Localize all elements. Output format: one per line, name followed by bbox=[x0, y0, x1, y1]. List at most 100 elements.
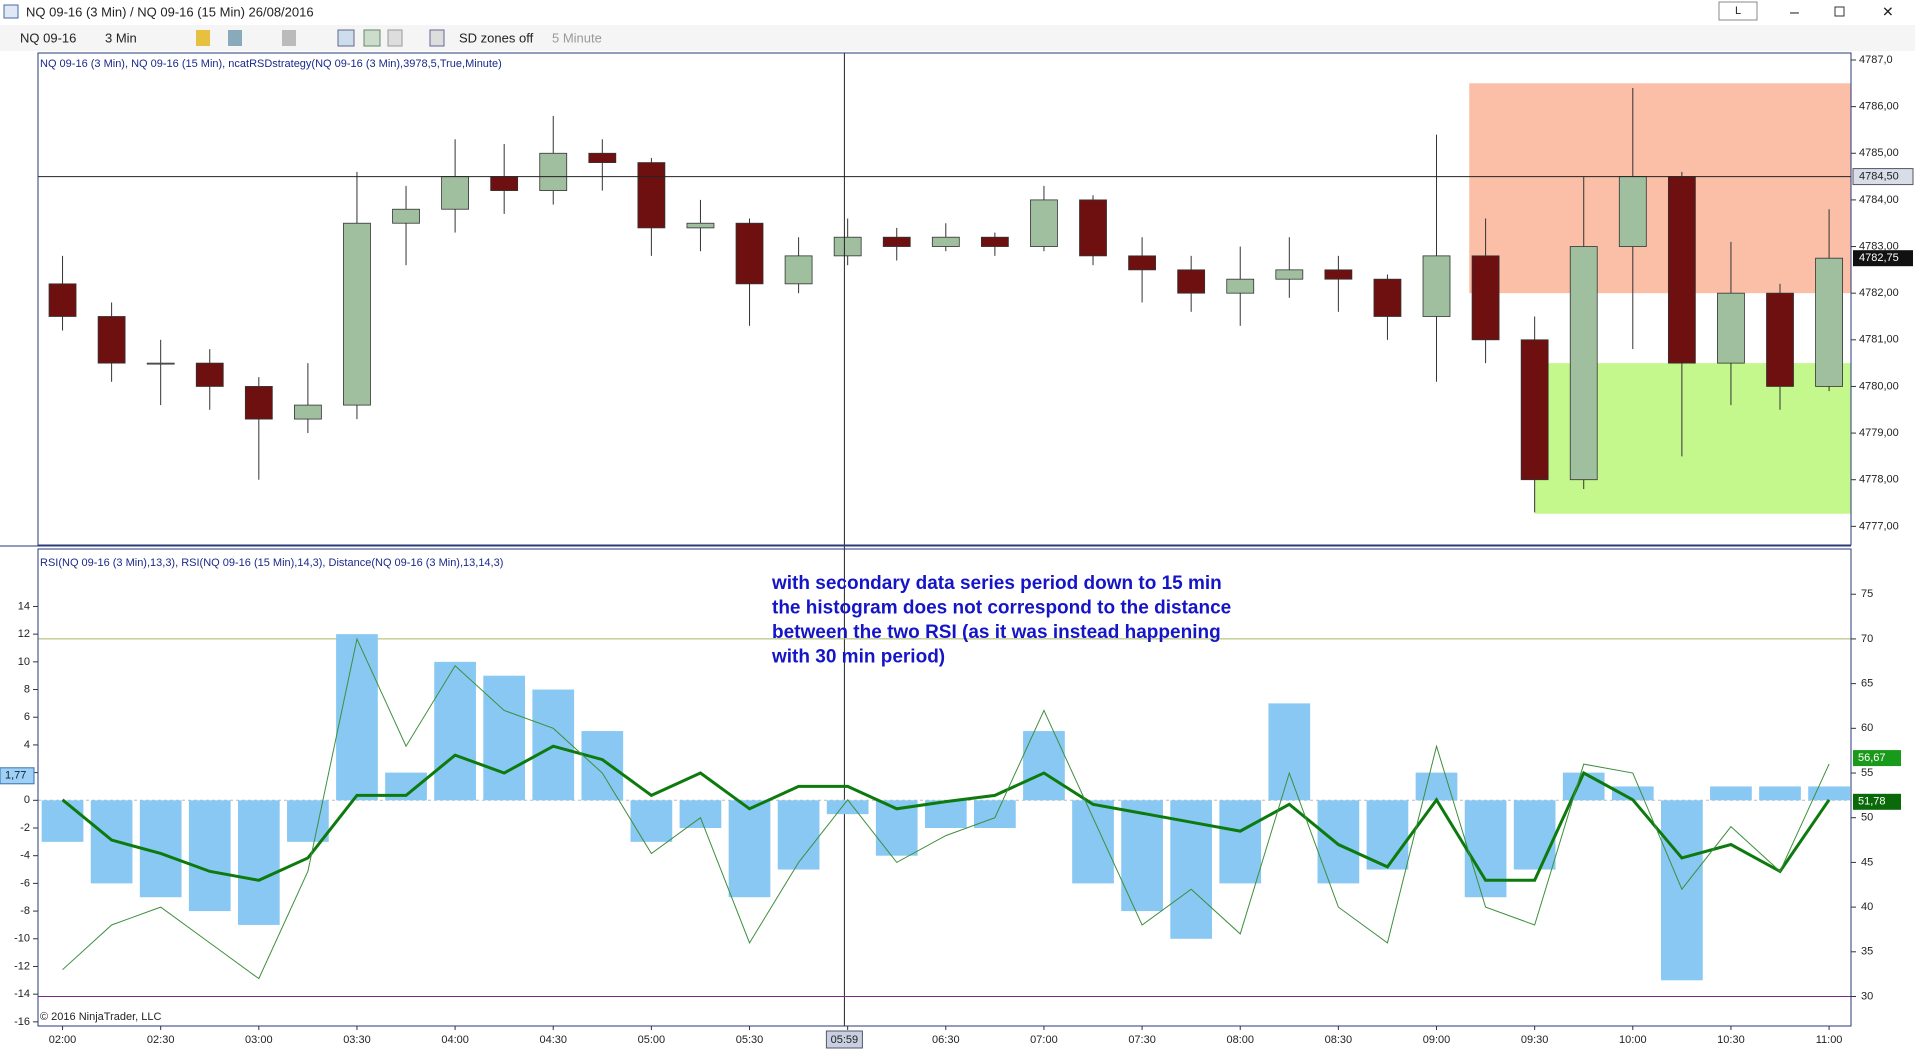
restore[interactable] bbox=[1834, 6, 1845, 17]
distance-bar bbox=[1121, 800, 1163, 912]
distance-bar bbox=[237, 800, 280, 925]
distance-bar bbox=[483, 675, 526, 801]
distance-bar bbox=[826, 800, 869, 815]
candle-body bbox=[97, 316, 126, 364]
time-tick-label: 05:30 bbox=[736, 1034, 764, 1046]
candle-body bbox=[686, 222, 715, 229]
last-price-label: 4782,75 bbox=[1859, 252, 1899, 264]
candle-body bbox=[392, 208, 420, 224]
secondary-series: 5 Minute bbox=[552, 30, 602, 45]
distance-bar bbox=[728, 800, 771, 898]
marker-tool[interactable] bbox=[228, 30, 242, 46]
distance-bar bbox=[41, 800, 84, 842]
distance-bar bbox=[1759, 786, 1801, 801]
indicator-tool[interactable] bbox=[363, 29, 381, 47]
distance-tick-label: -12 bbox=[14, 960, 30, 972]
price-tick-label: 4780,00 bbox=[1859, 380, 1899, 392]
distance-bar bbox=[1268, 703, 1311, 801]
price-tick-label: 4783,00 bbox=[1859, 240, 1899, 252]
distance-bar bbox=[90, 800, 133, 884]
link-button[interactable] bbox=[1718, 1, 1758, 21]
rsi-tick-label: 75 bbox=[1861, 588, 1873, 600]
candle-body bbox=[735, 222, 764, 285]
distance-bar bbox=[581, 731, 624, 801]
title-bar bbox=[0, 0, 1915, 24]
distance-tick-label: -14 bbox=[14, 988, 30, 1000]
time-tick-label: 03:30 bbox=[343, 1034, 371, 1046]
price-tick-label: 4786,00 bbox=[1859, 101, 1899, 113]
draw-tool[interactable] bbox=[196, 30, 210, 46]
candle-body bbox=[1815, 257, 1843, 387]
candle-body bbox=[539, 152, 568, 191]
strategy-tool[interactable] bbox=[337, 29, 355, 47]
candle-body bbox=[637, 162, 666, 229]
value-tag-label: 1,77 bbox=[5, 770, 26, 782]
distance-tick-label: -16 bbox=[14, 1016, 30, 1028]
value-tag-label: 51,78 bbox=[1858, 796, 1886, 808]
annotation: with 30 min period) bbox=[771, 647, 945, 668]
price-panel-frame bbox=[37, 52, 1852, 546]
rsi-line bbox=[61, 744, 1831, 882]
distance-bar bbox=[287, 800, 329, 842]
minimize[interactable]: – bbox=[1790, 4, 1799, 21]
crosshair-time-label: 05:59 bbox=[831, 1034, 859, 1046]
candle-body bbox=[980, 236, 1009, 247]
distance-tick-label: -4 bbox=[20, 850, 30, 862]
distance-bar bbox=[1661, 800, 1703, 981]
distance-bar bbox=[188, 800, 231, 912]
time-tick-label: 02:30 bbox=[147, 1034, 175, 1046]
candle-body bbox=[1766, 292, 1794, 387]
distance-tick-label: 8 bbox=[24, 683, 30, 695]
distance-tick-label: 10 bbox=[18, 656, 30, 668]
last-price-tag bbox=[1853, 250, 1913, 267]
rsi-tick-label: 50 bbox=[1861, 812, 1873, 824]
time-tick-label: 09:00 bbox=[1423, 1034, 1451, 1046]
candle-body bbox=[48, 283, 77, 317]
distance-bar bbox=[630, 800, 673, 842]
app-icon bbox=[3, 4, 19, 19]
candle-body bbox=[1667, 176, 1696, 364]
candle-body bbox=[146, 362, 175, 365]
candle-body bbox=[1030, 199, 1058, 247]
time-tick-label: 06:30 bbox=[932, 1034, 960, 1046]
distance-tick-label: -8 bbox=[20, 905, 30, 917]
rsi-tick-label: 60 bbox=[1861, 722, 1873, 734]
annotation: between the two RSI (as it was instead h… bbox=[772, 622, 1221, 643]
rsi-tick-label: 30 bbox=[1861, 990, 1873, 1002]
rsi-tick-label: 35 bbox=[1861, 946, 1873, 958]
candle-body bbox=[195, 362, 224, 387]
close[interactable]: ✕ bbox=[1882, 4, 1894, 20]
candle-body bbox=[1079, 199, 1107, 257]
candle-body bbox=[1226, 278, 1255, 294]
rsi-tick-label: 45 bbox=[1861, 856, 1873, 868]
candle-body bbox=[833, 236, 862, 257]
distance-bar bbox=[1023, 731, 1065, 801]
crosshair-time-tag bbox=[825, 1030, 863, 1049]
copyright: © 2016 NinjaTrader, LLC bbox=[40, 1011, 161, 1023]
rsi-line bbox=[62, 637, 1830, 980]
candle-body bbox=[882, 236, 911, 247]
rsi-tick-label: 40 bbox=[1861, 901, 1873, 913]
instrument-selector[interactable]: NQ 09-16 bbox=[20, 30, 76, 45]
properties-tool[interactable] bbox=[387, 29, 403, 47]
price-tick-label: 4782,00 bbox=[1859, 287, 1899, 299]
price-tick-label: 4781,00 bbox=[1859, 334, 1899, 346]
interval-selector[interactable]: 3 Min bbox=[105, 30, 137, 45]
candle-body bbox=[784, 255, 813, 285]
value-tag-label: 56,67 bbox=[1858, 752, 1886, 764]
zones-toggle[interactable]: SD zones off bbox=[459, 30, 534, 45]
price-panel-label: NQ 09-16 (3 Min), NQ 09-16 (15 Min), nca… bbox=[40, 58, 502, 70]
candle-body bbox=[1128, 255, 1156, 271]
data-box-tool[interactable] bbox=[429, 29, 445, 47]
distance-bar bbox=[1808, 786, 1850, 801]
crosshair-tool[interactable] bbox=[282, 30, 296, 46]
toolbar bbox=[0, 25, 1915, 51]
indicator-panel-frame bbox=[37, 548, 1852, 1027]
distance-bar bbox=[1710, 786, 1752, 801]
candle-body bbox=[1275, 269, 1304, 280]
annotation: with secondary data series period down t… bbox=[771, 573, 1222, 594]
crosshair-price-label: 4784,50 bbox=[1859, 170, 1899, 182]
distance-tick-label: 4 bbox=[24, 739, 30, 751]
price-tick-label: 4787,0 bbox=[1859, 54, 1893, 66]
